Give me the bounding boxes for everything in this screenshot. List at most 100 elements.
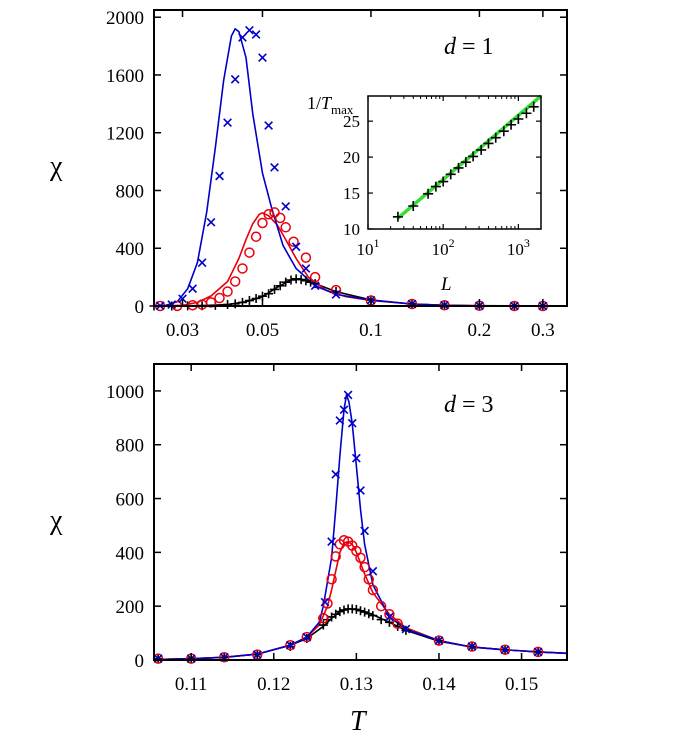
bottom-series-2-point-8 (331, 469, 341, 479)
bottom-series-0-point-17 (364, 609, 374, 619)
top-series-2-point-13 (264, 121, 274, 130)
top-series-2-point-15 (281, 201, 291, 211)
top-series-0-point-9 (251, 293, 261, 303)
inset-point-9 (476, 144, 487, 155)
top-series-2-point-4 (197, 258, 207, 268)
bottom-ytick-label-5: 1000 (106, 382, 144, 403)
bottom-series-0-point-15 (356, 606, 365, 616)
top-ytick-label-5: 2000 (106, 8, 144, 29)
top-ytick-label-4: 1600 (106, 66, 144, 87)
bottom-ytick-label-1: 200 (116, 597, 145, 618)
bottom-series-0-point-11 (339, 605, 349, 615)
inset-panel: 10 15 20 25 101 102 103 1/Tmax L (307, 93, 543, 295)
top-series-2-line (153, 27, 568, 307)
top-series-1-point-6 (222, 286, 233, 297)
bottom-series-0-point-6 (318, 620, 328, 630)
top-series-2-point-17 (301, 264, 311, 273)
inset-frame (367, 95, 542, 230)
bottom-ytick-label-0: 0 (135, 651, 145, 672)
top-series-2-point-18 (310, 281, 320, 291)
bottom-series-2-point-16 (368, 566, 378, 576)
bottom-series-2-line (153, 391, 568, 661)
top-series-1-point-13 (269, 207, 280, 218)
bottom-series-0-point-18 (368, 611, 378, 621)
bottom-series-1-point-22 (433, 635, 445, 646)
bottom-series-2-point-22 (533, 647, 543, 657)
bottom-series-1-point-24 (499, 644, 511, 656)
inset-point-16 (528, 101, 539, 112)
top-series-0-point-14 (281, 277, 291, 287)
inset-point-2 (423, 188, 434, 199)
bottom-points (152, 390, 544, 664)
top-xtick-label-3: 0.2 (468, 320, 492, 341)
top-series-2-point-10 (245, 25, 254, 35)
bottom-xtick-label-3: 0.14 (422, 674, 456, 695)
top-xtick-label-0: 0.03 (166, 320, 199, 341)
top-series-1-point-15 (280, 222, 291, 233)
top-plot-frame (153, 9, 568, 307)
top-series-1-point-8 (237, 263, 248, 274)
bottom-series-2-point-18 (401, 624, 411, 634)
inset-xtick-label-0: 101 (357, 236, 380, 259)
top-series-1-point-18 (309, 271, 321, 283)
bottom-series-2-point-12 (347, 418, 357, 428)
bottom-series-2-point-3 (252, 650, 262, 660)
bottom-panel-annotation: d = 3 (444, 392, 494, 418)
bottom-series-1-point-9 (330, 551, 341, 562)
inset-xtick-label-1: 102 (432, 236, 455, 259)
bottom-series-2-point-15 (360, 526, 370, 536)
bottom-ticks: 0 200 400 600 800 1000 0.11 0.12 0.13 0.14 0.15 (106, 364, 567, 695)
bottom-series-1-point-25 (532, 646, 544, 658)
bottom-series-2-point-19 (434, 636, 444, 646)
bottom-xtick-label-1: 0.12 (257, 674, 290, 695)
top-series-1-point-7 (229, 276, 241, 287)
bottom-series-1-point-19 (375, 600, 387, 612)
bottom-series-1-point-15 (355, 552, 366, 563)
inset-y-axis-label: 1/Tmax (307, 93, 354, 117)
top-series-2-point-6 (215, 171, 224, 181)
top-series-2-point-2 (178, 294, 187, 304)
top-series-2-point-5 (206, 217, 216, 227)
bottom-series-2-point-20 (467, 642, 477, 651)
bottom-series-0-point-19 (376, 615, 386, 625)
bottom-series-2-point-6 (320, 597, 330, 607)
top-series-2-point-8 (230, 74, 240, 84)
top-panel-annotation: d = 1 (444, 34, 494, 60)
bottom-series-2-point-0 (153, 654, 163, 664)
top-series-1-point-14 (274, 212, 286, 224)
top-series-0-point-15 (286, 275, 296, 285)
bottom-series-1-point-4 (285, 639, 296, 651)
inset-point-12 (498, 126, 509, 137)
top-xtick-label-4: 0.3 (531, 320, 555, 341)
bottom-plot-frame (153, 363, 568, 661)
bottom-series-0-point-22 (401, 625, 411, 635)
bottom-series-2-point-5 (302, 632, 312, 642)
top-ticks: 0 400 800 1200 1600 2000 0.03 0.05 0.1 0.2 0.3 (106, 8, 567, 341)
bottom-series-1-point-2 (218, 652, 230, 663)
bottom-series-2-point-13 (351, 453, 361, 463)
top-series-1-point-21 (406, 298, 418, 310)
bottom-xtick-label-2: 0.13 (340, 674, 373, 695)
bottom-ytick-label-3: 600 (116, 490, 145, 511)
inset-point-3 (430, 181, 441, 192)
bottom-curves (153, 391, 568, 661)
top-series-0-point-11 (264, 289, 274, 299)
top-series-0-point-12 (270, 284, 280, 294)
top-series-0-point-17 (296, 275, 306, 285)
inset-point-8 (468, 151, 479, 162)
bottom-series-2-point-9 (335, 416, 345, 425)
bottom-panel: 0 200 400 600 800 1000 0.11 0.12 0.13 0.14 0.15 d … (49, 363, 568, 737)
inset-xtick-label-2: 103 (507, 236, 530, 259)
top-series-2-point-14 (270, 162, 279, 172)
bottom-series-2-point-21 (500, 645, 510, 655)
bottom-xtick-label-0: 0.11 (175, 674, 208, 695)
bottom-series-1-point-16 (359, 561, 370, 573)
top-series-2-point-19 (331, 290, 341, 299)
top-series-2-point-9 (238, 33, 247, 42)
bottom-series-2-point-7 (327, 537, 336, 546)
inset-point-11 (490, 132, 501, 143)
bottom-series-1-point-20 (384, 609, 395, 620)
inset-point-7 (460, 157, 471, 168)
bottom-series-1-line (153, 540, 568, 661)
